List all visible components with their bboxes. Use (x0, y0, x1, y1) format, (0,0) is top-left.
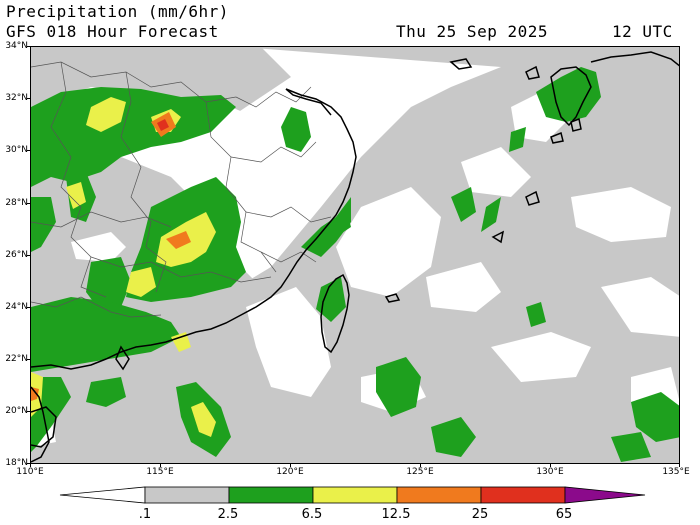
lon-tick (679, 464, 680, 467)
legend-label: 12.5 (381, 507, 411, 522)
map-title: Precipitation (mm/6hr) (6, 2, 229, 21)
legend-label: 2.5 (217, 507, 239, 522)
legend-bin-0 (144, 486, 230, 504)
lon-tick (290, 464, 291, 467)
hainan-outline (31, 406, 57, 448)
lat-tick (27, 46, 30, 47)
lon-label-110: 110°E (16, 467, 44, 477)
lat-label-34: 34°N (5, 41, 28, 51)
map-subtitle: GFS 018 Hour Forecast (6, 22, 219, 41)
legend-bin-3 (396, 486, 482, 504)
valid-time: 12 UTC (612, 22, 673, 41)
lat-tick (27, 255, 30, 256)
legend-label: .1 (138, 507, 152, 522)
legend-below-min (59, 486, 146, 504)
japan-islands (384, 51, 679, 303)
lat-tick (27, 359, 30, 360)
lon-label-115: 115°E (146, 467, 174, 477)
lat-label-20: 20°N (5, 406, 28, 416)
lat-tick (27, 463, 30, 464)
lat-tick (27, 411, 30, 412)
lon-label-120: 120°E (276, 467, 304, 477)
lat-tick (27, 98, 30, 99)
legend-bin-4 (480, 486, 566, 504)
lon-tick (550, 464, 551, 467)
lat-label-28: 28°N (5, 198, 28, 208)
legend-label: 25 (471, 507, 489, 522)
lat-tick (27, 150, 30, 151)
precip-extreme-layer (157, 119, 169, 131)
legend-bin-2 (312, 486, 398, 504)
legend-label: 65 (555, 507, 573, 522)
lat-tick (27, 203, 30, 204)
lat-label-30: 30°N (5, 145, 28, 155)
lat-tick (27, 307, 30, 308)
lon-label-135: 135°E (662, 467, 690, 477)
map-canvas (31, 47, 679, 463)
lon-tick (160, 464, 161, 467)
lat-label-22: 22°N (5, 354, 28, 364)
lon-label-130: 130°E (536, 467, 564, 477)
lat-label-24: 24°N (5, 302, 28, 312)
legend-colorbar (59, 486, 646, 504)
taiwan-outline (320, 273, 350, 354)
lon-label-125: 125°E (406, 467, 434, 477)
lat-label-18: 18°N (5, 458, 28, 468)
legend-bin-5 (564, 486, 646, 504)
province-borders (31, 61, 332, 318)
valid-date: Thu 25 Sep 2025 (396, 22, 548, 41)
legend-bin-1 (228, 486, 314, 504)
lon-tick (420, 464, 421, 467)
lat-label-26: 26°N (5, 250, 28, 260)
legend-label: 6.5 (301, 507, 323, 522)
coastline (31, 88, 357, 463)
precipitation-map (30, 46, 680, 464)
lon-tick (30, 464, 31, 467)
lat-label-32: 32°N (5, 93, 28, 103)
